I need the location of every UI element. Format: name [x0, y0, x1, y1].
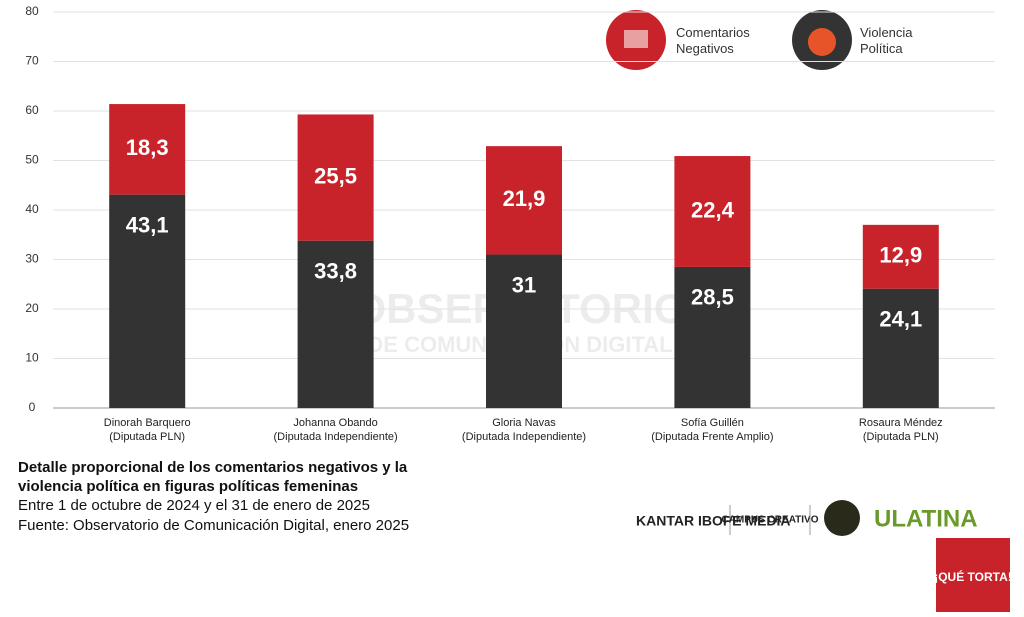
caption-title: Detalle proporcional de los comentarios …: [18, 459, 408, 495]
logo: CAMPUS CREATIVO: [721, 515, 818, 526]
value-label: 31: [512, 272, 536, 297]
y-tick-label: 50: [25, 153, 39, 167]
bar-segment: [862, 288, 939, 408]
bar-segment: [486, 146, 562, 255]
logo: KANTAR IBOPE MEDIA: [636, 513, 791, 529]
value-label: 25,5: [314, 163, 357, 188]
bar-segment: [297, 240, 374, 408]
y-tick-label: 70: [25, 54, 39, 68]
value-label: 43,1: [126, 212, 169, 237]
value-label: 22,4: [691, 197, 735, 222]
value-label: 24,1: [879, 307, 922, 332]
logo-box: [936, 538, 1010, 612]
value-label: 21,9: [503, 186, 546, 211]
logo: ¡QUÉ TORTA!: [934, 569, 1012, 584]
x-tick-sublabel: (Diputada Independiente): [461, 431, 587, 443]
bar-segment: [674, 266, 751, 408]
caption-source: Fuente: Observatorio de Comunicación Dig…: [18, 517, 410, 534]
x-tick-label: Rosaura Méndez: [858, 417, 943, 429]
value-label: 33,8: [314, 259, 357, 284]
y-tick-label: 20: [25, 301, 39, 315]
y-tick-label: 10: [25, 351, 39, 365]
y-tick-label: 40: [25, 202, 39, 216]
caption-subtitle: Entre 1 de octubre de 2024 y el 31 de en…: [18, 497, 370, 514]
x-tick-label: Gloria Navas: [492, 417, 556, 429]
y-tick-label: 0: [29, 400, 36, 414]
logo-badge: [824, 500, 860, 536]
value-label: 12,9: [879, 243, 922, 268]
logo: ULATINA: [874, 505, 978, 532]
bar-segment: [109, 104, 186, 195]
bar-segment: [297, 114, 374, 241]
legend-label: Comentarios Negativos: [676, 25, 750, 56]
bar-segment: [486, 254, 562, 408]
y-tick-label: 60: [25, 103, 39, 117]
x-tick-sublabel: (Diputada PLN): [109, 431, 186, 443]
x-tick-label: Sofía Guillén: [680, 417, 744, 429]
bar-segment: [109, 194, 186, 408]
x-tick-label: Dinorah Barquero: [103, 417, 191, 429]
y-tick-label: 30: [25, 252, 39, 266]
bar-segment: [862, 224, 939, 289]
value-label: 18,3: [126, 135, 169, 160]
legend-icon-glyph: [624, 30, 648, 48]
x-tick-label: Johanna Obando: [293, 417, 378, 429]
x-tick-sublabel: (Diputada Frente Amplio): [651, 431, 774, 443]
legend-label: Violencia Política: [860, 25, 913, 56]
bar-segment: [674, 156, 751, 267]
x-tick-sublabel: (Diputada Independiente): [273, 431, 398, 443]
value-label: 28,5: [691, 285, 734, 310]
x-tick-sublabel: (Diputada PLN): [862, 431, 939, 443]
legend-icon-glyph: [808, 28, 836, 56]
y-tick-label: 80: [25, 4, 39, 18]
